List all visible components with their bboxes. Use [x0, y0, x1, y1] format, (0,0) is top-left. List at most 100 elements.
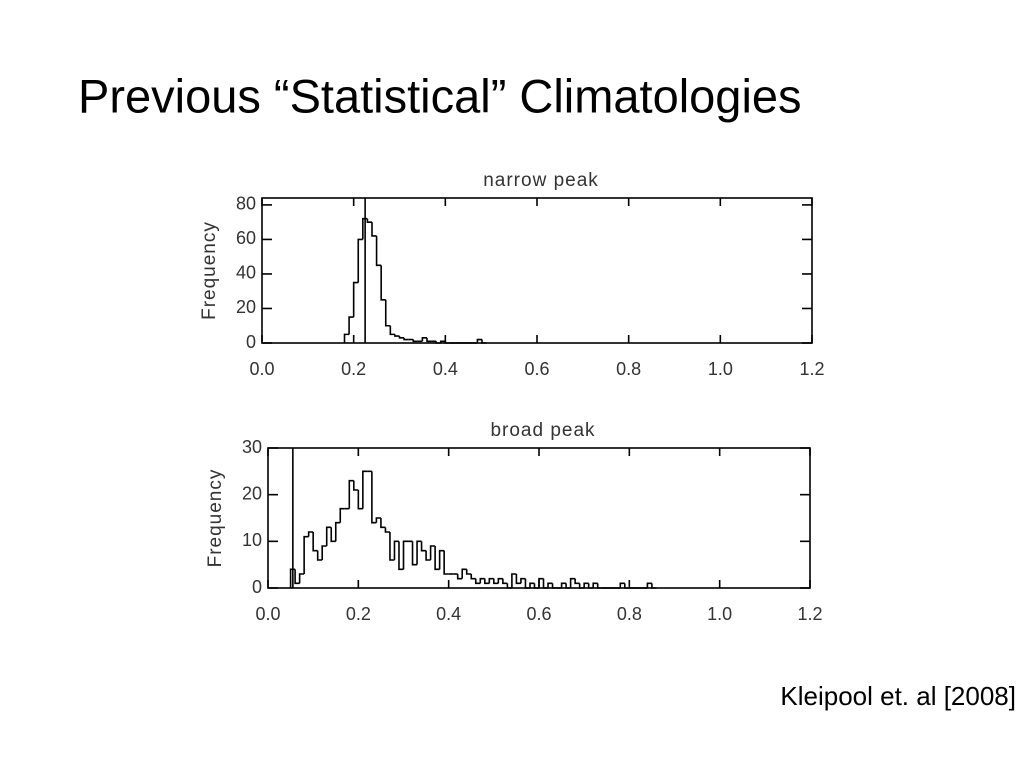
histogram-bin [511, 573, 517, 588]
y-tick-label: 30 [242, 437, 262, 457]
histogram-bin [646, 582, 652, 588]
histogram-bin [439, 340, 446, 343]
histogram-bin [348, 479, 354, 509]
histogram-bin [474, 578, 481, 585]
x-tick-label: 1.0 [707, 604, 732, 624]
chart-title: broad peak [490, 420, 595, 441]
plot-frame [261, 197, 813, 344]
histogram-bin [389, 532, 395, 561]
histogram-bin [533, 583, 539, 589]
histogram-bin [438, 549, 445, 570]
histogram-bin [465, 569, 472, 575]
histogram-bin [412, 339, 418, 343]
y-axis-label: Frequency [199, 221, 220, 320]
histogram-bin [619, 582, 625, 588]
plot-frame [267, 447, 811, 589]
histogram-bin [402, 540, 409, 570]
histogram-bin [393, 540, 399, 560]
histogram-bin [547, 582, 553, 588]
histogram-bin [303, 535, 309, 574]
y-tick-label: 0 [252, 577, 262, 597]
histogram-bin [484, 578, 490, 585]
histogram-bin [651, 583, 657, 589]
histogram-bin [515, 574, 521, 585]
histogram-bin [420, 541, 427, 552]
histogram-bin [339, 507, 345, 523]
histogram-bin [476, 338, 482, 343]
y-tick-label: 10 [242, 530, 262, 550]
y-tick-label: 80 [236, 194, 256, 214]
histogram-bin [375, 235, 382, 267]
histogram-bin [380, 518, 386, 529]
histogram-bin [502, 578, 508, 585]
y-tick-label: 0 [246, 332, 256, 352]
histogram-bin [403, 337, 409, 341]
histogram-bin [321, 545, 327, 560]
histogram-bin [394, 334, 400, 337]
histogram-bin [425, 550, 431, 561]
histogram-bin [493, 578, 499, 585]
histogram-bin [362, 470, 368, 509]
x-tick-label: 0.8 [616, 359, 641, 379]
histogram-bin [444, 341, 450, 344]
x-tick-label: 0.6 [524, 359, 549, 379]
histogram-bin [330, 527, 336, 543]
histogram-bin [384, 527, 390, 533]
histogram-bin [481, 339, 487, 344]
x-tick-label: 0.4 [433, 359, 458, 379]
histogram-bin [357, 238, 363, 283]
histogram-bin [587, 583, 594, 589]
histogram-bin [371, 222, 377, 237]
histogram-bin [316, 550, 323, 561]
citation: Kleipool et. al [2008] [780, 681, 1016, 711]
histogram-bin [520, 577, 526, 584]
x-tick-label: 0.6 [526, 604, 551, 624]
histogram-bin [307, 531, 314, 537]
histogram-bin [357, 490, 363, 510]
x-tick-label: 0.4 [436, 604, 461, 624]
histogram-bin [529, 582, 535, 588]
histogram-bin [343, 333, 350, 343]
histogram-bin [443, 550, 449, 575]
histogram-bin [325, 526, 332, 546]
histogram-bin [426, 337, 432, 343]
histogram-bin [560, 582, 567, 588]
histogram-bin [371, 471, 377, 524]
histogram-bin [334, 521, 341, 542]
histogram-bin [298, 573, 305, 584]
histogram-bin [353, 480, 359, 491]
histogram-bin [596, 583, 603, 589]
histogram-bin [569, 577, 576, 588]
histogram-bin [524, 578, 530, 589]
histogram-bin [583, 582, 589, 588]
histogram-bin [470, 574, 476, 580]
histogram-bin [624, 583, 630, 589]
x-tick-label: 1.2 [799, 359, 824, 379]
histogram-bin [398, 336, 405, 339]
histogram-bin [312, 532, 318, 552]
histogram-bin [435, 341, 441, 344]
histogram-bin [416, 540, 422, 565]
chart-title: narrow peak [483, 170, 599, 191]
histogram-bin [551, 583, 558, 589]
x-tick-label: 1.0 [708, 359, 733, 379]
x-tick-label: 0.2 [341, 359, 366, 379]
x-tick-label: 0.0 [255, 604, 280, 624]
histogram-bin [389, 325, 395, 336]
y-axis-label: Frequency [205, 469, 226, 568]
histogram-bin [565, 583, 571, 589]
slide-title: Previous “Statistical” Climatologies [78, 69, 802, 122]
y-tick-label: 60 [236, 228, 256, 248]
x-tick-label: 1.2 [797, 604, 822, 624]
y-tick-label: 20 [236, 297, 256, 317]
histogram-bin [506, 583, 512, 589]
histogram-bin [542, 578, 549, 589]
histogram-bin [411, 541, 418, 566]
histogram-bin [398, 541, 404, 571]
histogram-bin [429, 545, 436, 560]
histogram-bin [384, 299, 391, 327]
histogram-bin [538, 577, 544, 588]
histogram-bin [366, 218, 372, 223]
histogram-bin [421, 337, 427, 342]
